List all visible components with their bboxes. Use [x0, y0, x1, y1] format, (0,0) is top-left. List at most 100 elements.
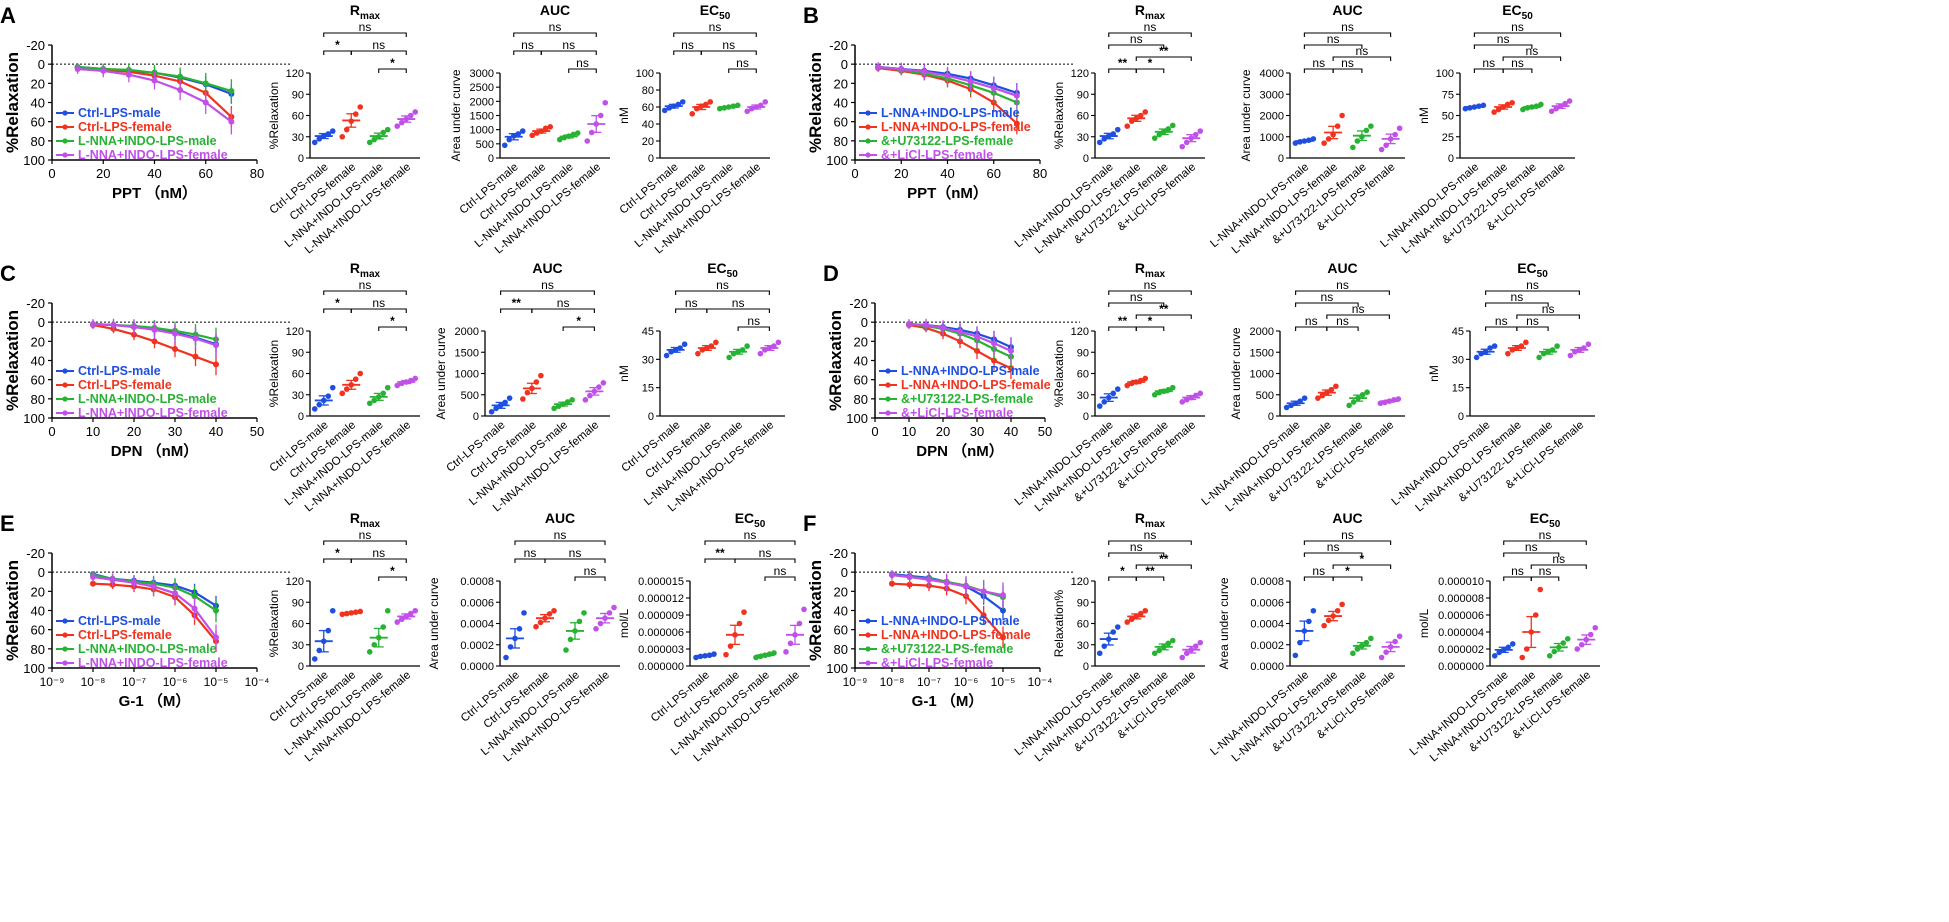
significance-label: ns [1542, 302, 1555, 316]
x-tick-label: 20 [936, 424, 950, 439]
significance-label: ns [709, 20, 722, 34]
dot [726, 354, 732, 361]
dot [1124, 123, 1131, 129]
data-point [963, 583, 969, 590]
significance-bracket [737, 326, 770, 331]
significance-bracket [1326, 326, 1359, 331]
x-tick-label: 10⁻⁴ [245, 675, 270, 689]
dot [1505, 350, 1511, 357]
significance-label: ns [716, 278, 729, 292]
plot-title-subscript: 50 [754, 519, 766, 530]
dot [384, 126, 391, 133]
dot [1156, 647, 1163, 654]
legend-marker [62, 138, 68, 144]
y-tick-label: 90 [1077, 597, 1089, 609]
dot [1585, 341, 1592, 348]
y-tick-label: 0.000012 [638, 593, 684, 605]
data-point [202, 80, 209, 87]
significance-label: ** [1159, 44, 1169, 58]
significance-label: ** [1118, 56, 1128, 70]
legend-entry: Ctrl-LPS-male [78, 614, 161, 628]
significance-label: ns [359, 528, 372, 542]
significance-bracket [378, 576, 407, 581]
data-point [151, 338, 158, 345]
group-3 [1574, 624, 1599, 652]
x-tick-label: 10⁻⁹ [40, 675, 65, 689]
plot-title: EC50 [1517, 260, 1548, 280]
dot-plot-B-rmax: 0 30 60 90 120 %Relaxation Rmax L-NNA+INDO-LPS-… [1013, 2, 1205, 256]
dot [1197, 639, 1204, 646]
significance-label: ns [1552, 552, 1565, 566]
dot [582, 397, 589, 403]
data-point [967, 78, 974, 85]
plot-title: EC50 [707, 260, 738, 280]
dot [1151, 135, 1158, 141]
dot [787, 640, 794, 647]
legend-marker [885, 368, 891, 374]
significance-label: * [576, 314, 581, 328]
series-purple [90, 318, 219, 358]
legend-entry: L-NNA+INDO-LPS-female [881, 628, 1031, 642]
panel-letter: B [803, 3, 819, 28]
legend-marker [62, 124, 68, 130]
y-tick-label: 75 [1442, 89, 1454, 101]
x-tick-label: 40 [147, 166, 161, 181]
y-tick-label: -20 [26, 38, 45, 53]
dot [584, 138, 591, 144]
plot-title: AUC [1332, 2, 1362, 18]
group-0 [311, 128, 336, 146]
significance-label: ** [1159, 302, 1169, 316]
group-0 [1292, 136, 1317, 146]
group-3 [394, 607, 419, 625]
group-1 [1505, 339, 1529, 357]
dot [1197, 390, 1204, 397]
y-axis-label: mol/L [1417, 609, 1431, 639]
dot [1142, 109, 1149, 115]
dot [661, 107, 668, 114]
significance-label: ns [1511, 290, 1524, 304]
legend-entry: &+U73122-LPS-female [901, 392, 1033, 406]
significance-label: ns [736, 56, 749, 70]
x-axis-label: G-1 （M） [119, 692, 191, 710]
data-point [151, 77, 158, 84]
y-tick-label: 80 [31, 642, 45, 657]
y-tick-label: 0 [488, 153, 494, 165]
plot-title-subscript: 50 [1537, 269, 1549, 280]
dot-plot-A-ec50: 020406080100nMEC50Ctrl-LPS-maleCtrl-LPS-… [617, 2, 770, 256]
dot [1124, 619, 1131, 625]
data-point [1000, 592, 1006, 599]
group-0 [693, 651, 717, 661]
significance-label: ns [1352, 302, 1365, 316]
panel-letter: A [0, 3, 16, 28]
y-axis-label: Area under curve [427, 577, 441, 669]
plot-title: AUC [1332, 510, 1362, 526]
y-tick-label: 0.0008 [1250, 576, 1284, 588]
dot [801, 606, 807, 613]
legend-entry: &+U73122-LPS-female [881, 134, 1013, 148]
y-tick-label: 45 [642, 326, 654, 338]
data-point [213, 342, 219, 349]
dot [366, 649, 373, 655]
dot [1491, 343, 1498, 349]
dot [371, 641, 378, 648]
dot [339, 133, 346, 140]
dot [394, 619, 401, 625]
legend-marker [62, 632, 68, 638]
data-point [192, 353, 199, 360]
legend-entry: L-NNA+INDO-LPS-male [78, 134, 217, 148]
group-2 [716, 102, 741, 112]
data-point [110, 322, 117, 329]
legend-marker [865, 632, 871, 638]
significance-label: * [1345, 564, 1350, 578]
y-tick-label: 60 [1077, 369, 1089, 381]
dot [1114, 386, 1121, 392]
y-tick-label: 100 [1436, 68, 1454, 80]
group-2 [556, 130, 581, 143]
dot [1142, 375, 1149, 382]
significance-label: ns [557, 296, 570, 310]
x-tick-label: 40 [1004, 424, 1018, 439]
y-axis-label: %Relaxation [267, 590, 281, 657]
data-point [191, 593, 198, 600]
dot [1564, 636, 1571, 642]
